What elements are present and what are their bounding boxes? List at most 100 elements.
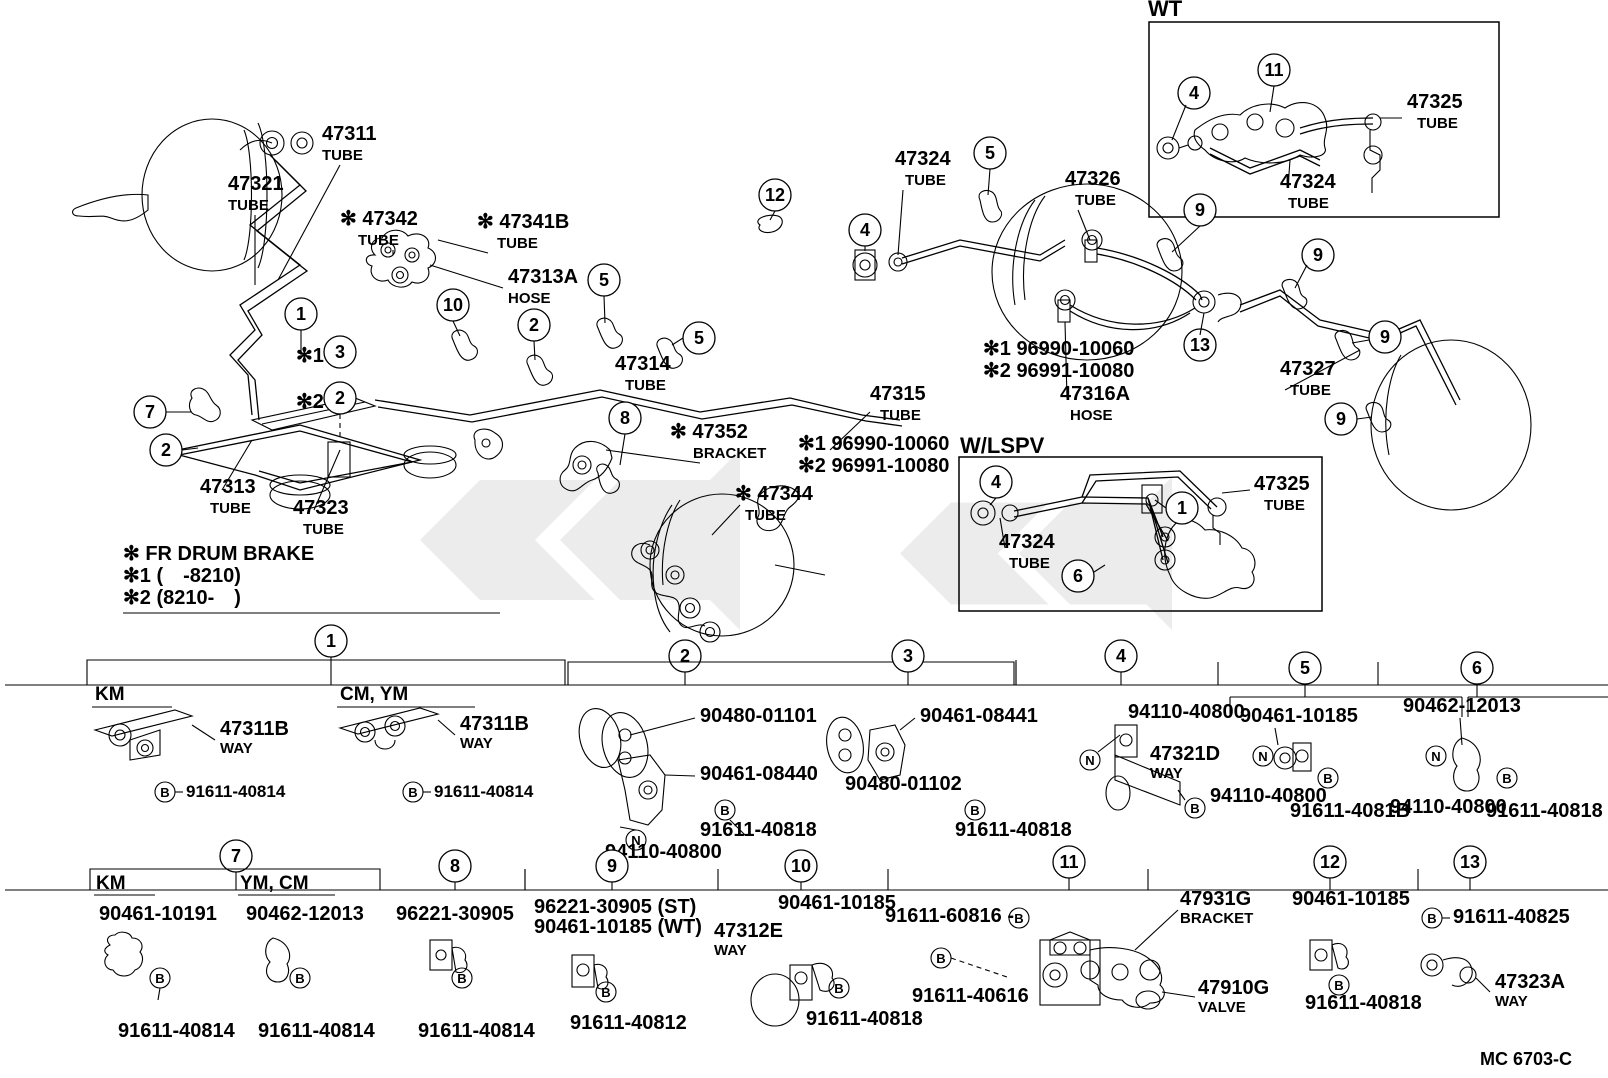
svg-text:10: 10 [443, 295, 463, 315]
svg-text:90461-08441: 90461-08441 [920, 705, 1038, 727]
svg-text:90461-10185: 90461-10185 [778, 892, 896, 914]
svg-text:47910G: 47910G [1198, 977, 1269, 999]
svg-text:6: 6 [1073, 566, 1083, 586]
svg-text:B: B [155, 971, 164, 986]
svg-text:1: 1 [326, 631, 336, 651]
svg-text:47325: 47325 [1407, 91, 1463, 113]
svg-text:BRACKET: BRACKET [693, 445, 766, 462]
svg-text:90461-08440: 90461-08440 [700, 763, 818, 785]
svg-text:90462-12013: 90462-12013 [1403, 695, 1521, 717]
svg-text:96221-30905: 96221-30905 [396, 903, 514, 925]
svg-text:WAY: WAY [460, 735, 493, 752]
svg-text:1: 1 [296, 304, 306, 324]
svg-text:TUBE: TUBE [303, 521, 344, 538]
svg-text:47324: 47324 [895, 148, 951, 170]
svg-text:B: B [601, 985, 610, 1000]
svg-text:TUBE: TUBE [358, 232, 399, 249]
svg-text:HOSE: HOSE [508, 290, 551, 307]
svg-text:TUBE: TUBE [1417, 115, 1458, 132]
svg-text:✻ 47352: ✻ 47352 [670, 421, 748, 443]
svg-text:9: 9 [1380, 327, 1390, 347]
svg-text:91611-40814: 91611-40814 [186, 782, 286, 801]
svg-text:4: 4 [1116, 646, 1126, 666]
svg-text:B: B [457, 971, 466, 986]
svg-text:WAY: WAY [1150, 765, 1183, 782]
svg-text:13: 13 [1190, 335, 1210, 355]
svg-text:TUBE: TUBE [1075, 192, 1116, 209]
svg-text:91611-40814: 91611-40814 [118, 1020, 236, 1042]
svg-text:47311: 47311 [322, 123, 377, 145]
svg-text:✻2 (8210- ): ✻2 (8210- ) [123, 587, 241, 609]
svg-text:5: 5 [599, 270, 609, 290]
svg-text:B: B [160, 785, 169, 800]
svg-text:5: 5 [985, 143, 995, 163]
svg-text:9: 9 [607, 856, 617, 876]
svg-text:WAY: WAY [220, 740, 253, 757]
svg-text:90480-01101: 90480-01101 [700, 705, 817, 727]
svg-text:TUBE: TUBE [1009, 555, 1050, 572]
svg-text:3: 3 [335, 342, 345, 362]
svg-text:47324: 47324 [999, 531, 1055, 553]
svg-text:B: B [1323, 771, 1332, 786]
svg-text:91611-40818: 91611-40818 [955, 819, 1072, 841]
svg-text:B: B [1014, 911, 1023, 926]
svg-text:91611-60816 -: 91611-60816 - [885, 905, 1014, 927]
svg-text:91611-40814: 91611-40814 [434, 782, 534, 801]
svg-text:47313A: 47313A [508, 266, 578, 288]
svg-text:2: 2 [335, 388, 345, 408]
svg-text:10: 10 [791, 856, 811, 876]
svg-text:TUBE: TUBE [1288, 195, 1329, 212]
svg-text:✻ 47341B: ✻ 47341B [477, 211, 569, 233]
svg-text:B: B [295, 971, 304, 986]
svg-text:3: 3 [903, 646, 913, 666]
svg-text:✻2 96991-10080: ✻2 96991-10080 [798, 455, 949, 477]
svg-text:90480-01102: 90480-01102 [845, 773, 962, 795]
svg-text:90462-12013: 90462-12013 [246, 903, 364, 925]
svg-text:6: 6 [1472, 658, 1482, 678]
svg-text:TUBE: TUBE [497, 235, 538, 252]
svg-text:B: B [936, 951, 945, 966]
svg-text:2: 2 [680, 646, 690, 666]
svg-text:B: B [1334, 978, 1343, 993]
svg-text:WAY: WAY [714, 942, 747, 959]
svg-text:YM, CM: YM, CM [240, 873, 309, 894]
svg-text:TUBE: TUBE [228, 197, 269, 214]
svg-text:47321: 47321 [228, 173, 284, 195]
svg-text:7: 7 [145, 402, 155, 422]
svg-text:8: 8 [620, 408, 630, 428]
svg-text:47327: 47327 [1280, 358, 1336, 380]
svg-text:B: B [1502, 771, 1511, 786]
svg-text:✻1 ( -8210): ✻1 ( -8210) [123, 565, 241, 587]
svg-text:✻1 96990-10060: ✻1 96990-10060 [798, 433, 949, 455]
svg-text:VALVE: VALVE [1198, 999, 1246, 1016]
svg-text:HOSE: HOSE [1070, 407, 1113, 424]
svg-text:2: 2 [161, 440, 171, 460]
svg-text:91611-40818: 91611-40818 [1486, 800, 1603, 822]
svg-text:B: B [1190, 801, 1199, 816]
svg-text:8: 8 [450, 856, 460, 876]
svg-text:90461-10185: 90461-10185 [1292, 888, 1410, 910]
svg-text:91611-40818: 91611-40818 [806, 1008, 923, 1030]
svg-text:47315: 47315 [870, 383, 926, 405]
svg-text:✻ 47344: ✻ 47344 [735, 483, 814, 505]
svg-text:12: 12 [765, 185, 785, 205]
svg-text:9: 9 [1313, 245, 1323, 265]
svg-text:94110-40800: 94110-40800 [1128, 701, 1245, 723]
svg-text:✻ 47342: ✻ 47342 [340, 208, 418, 230]
svg-text:✻1: ✻1 [296, 345, 324, 367]
svg-text:47931G: 47931G [1180, 888, 1251, 910]
svg-text:CM, YM: CM, YM [340, 684, 408, 705]
svg-text:W/LSPV: W/LSPV [960, 433, 1045, 458]
svg-text:91611-40818: 91611-40818 [1305, 992, 1422, 1014]
svg-text:TUBE: TUBE [322, 147, 363, 164]
svg-text:11: 11 [1059, 852, 1078, 872]
svg-text:TUBE: TUBE [905, 172, 946, 189]
svg-text:96221-30905 (ST): 96221-30905 (ST) [534, 896, 696, 918]
svg-text:9: 9 [1195, 200, 1205, 220]
svg-text:47323A: 47323A [1495, 971, 1565, 993]
svg-text:47311B: 47311B [220, 718, 289, 740]
svg-text:12: 12 [1320, 852, 1340, 872]
svg-text:4: 4 [860, 220, 870, 240]
svg-text:91611-40814: 91611-40814 [258, 1020, 376, 1042]
svg-text:7: 7 [231, 846, 241, 866]
